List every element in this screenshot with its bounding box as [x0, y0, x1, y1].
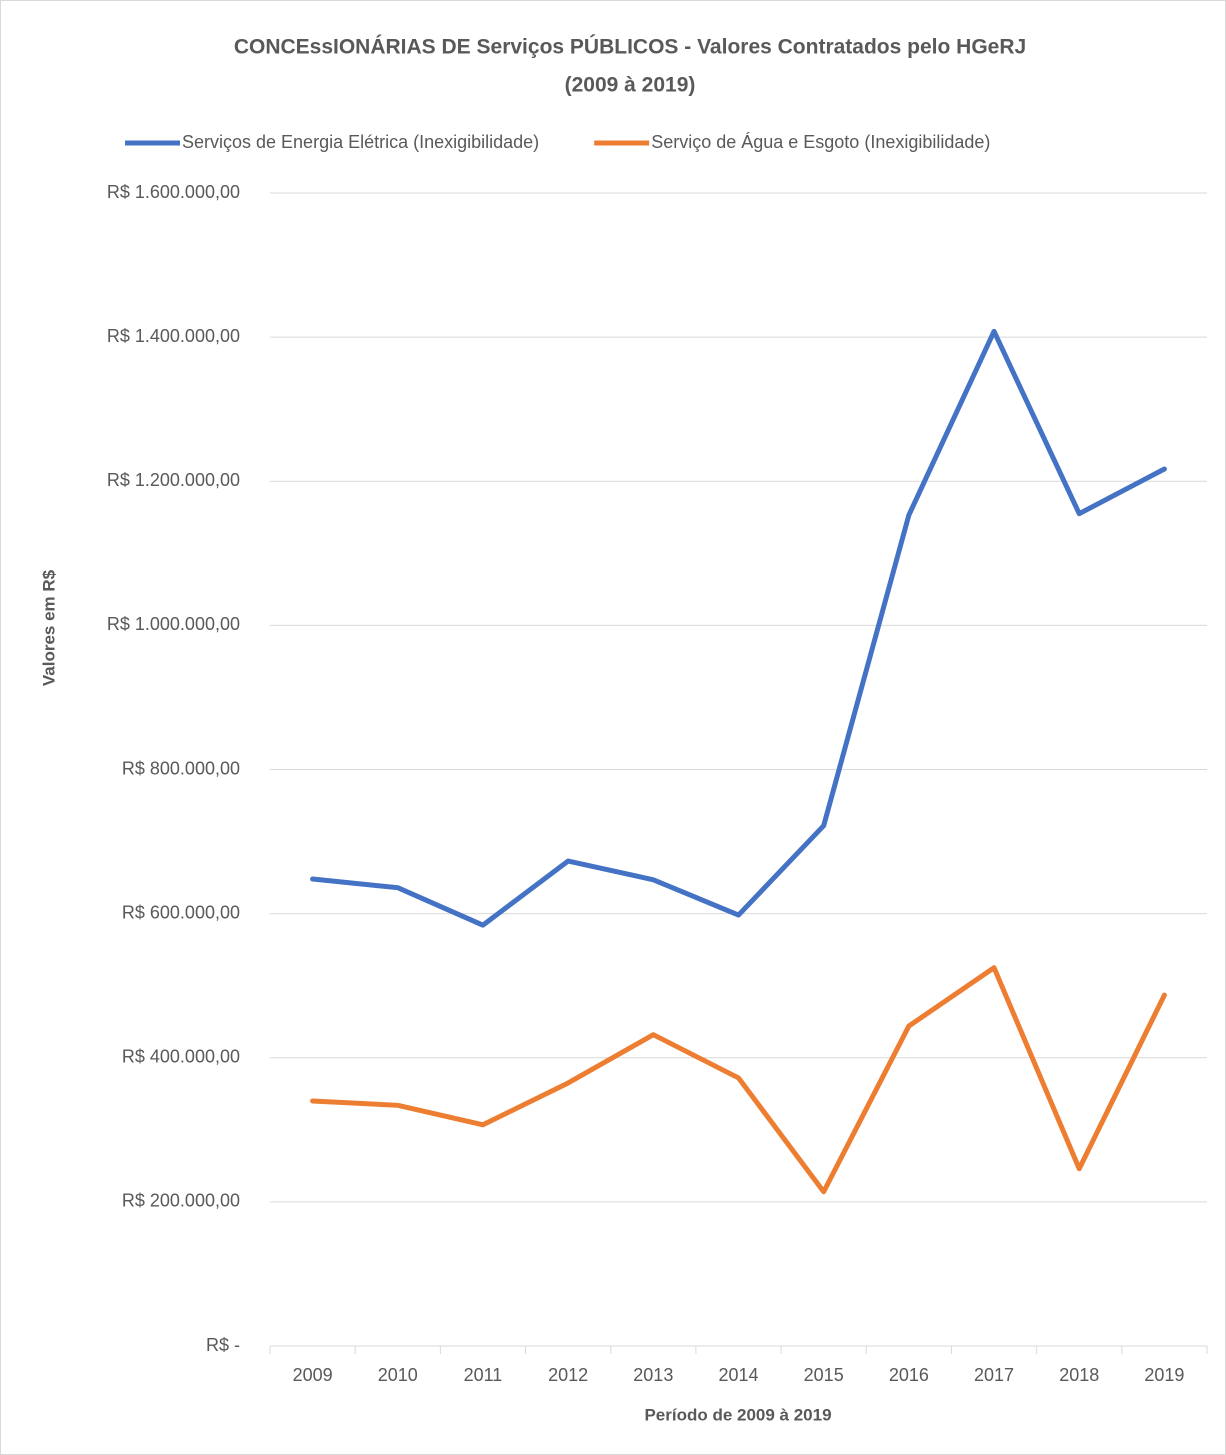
y-tick-label: R$ 1.000.000,00: [107, 614, 240, 634]
y-tick-label: R$ 1.600.000,00: [107, 182, 240, 202]
y-tick-label: R$ 400.000,00: [122, 1047, 240, 1067]
x-tick-label: 2017: [974, 1365, 1014, 1385]
y-tick-label: R$ 1.400.000,00: [107, 326, 240, 346]
chart-title: (2009 à 2019): [565, 74, 696, 97]
legend-label: Serviços de Energia Elétrica (Inexigibil…: [182, 132, 539, 152]
y-tick-label: R$ 800.000,00: [122, 758, 240, 778]
x-tick-label: 2016: [889, 1365, 929, 1385]
y-tick-label: R$ -: [206, 1335, 240, 1355]
x-tick-label: 2014: [718, 1365, 758, 1385]
legend-label: Serviço de Água e Esgoto (Inexigibilidad…: [651, 132, 990, 152]
chart-title: CONCEssIONÁRIAS DE Serviços PÚBLICOS - V…: [234, 35, 1026, 59]
y-tick-label: R$ 1.200.000,00: [107, 470, 240, 490]
x-tick-label: 2012: [548, 1365, 588, 1385]
x-tick-label: 2013: [633, 1365, 673, 1385]
x-tick-label: 2011: [464, 1365, 503, 1385]
x-tick-label: 2010: [378, 1365, 418, 1385]
y-tick-label: R$ 600.000,00: [122, 902, 240, 922]
x-tick-label: 2009: [293, 1365, 333, 1385]
x-axis-title: Período de 2009 à 2019: [644, 1405, 831, 1424]
series-line: [310, 328, 1167, 928]
y-axis-title: Valores em R$: [39, 569, 58, 686]
y-tick-label: R$ 200.000,00: [122, 1191, 240, 1211]
x-tick-label: 2019: [1144, 1365, 1184, 1385]
x-tick-label: 2018: [1059, 1365, 1099, 1385]
series-line: [310, 965, 1167, 1195]
x-tick-label: 2015: [804, 1365, 844, 1385]
